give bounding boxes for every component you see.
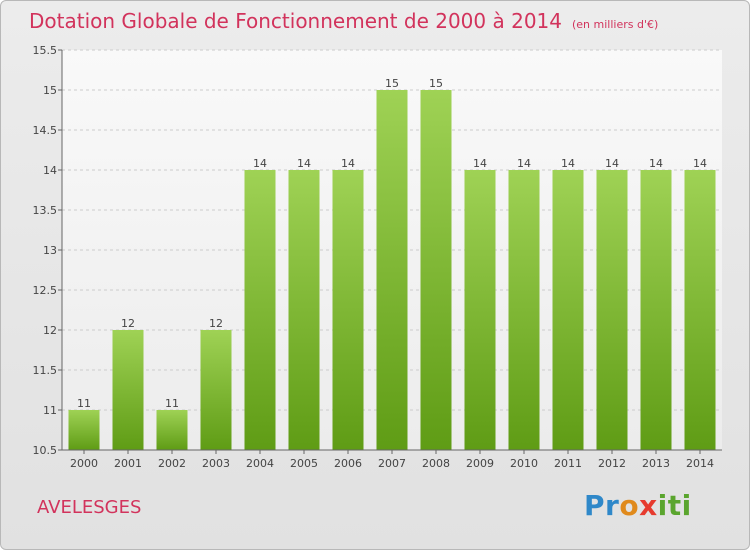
x-tick-label: 2014 <box>686 457 714 470</box>
value-label: 14 <box>517 157 531 170</box>
value-label: 11 <box>165 397 179 410</box>
chart-title: Dotation Globale de Fonctionnement de 20… <box>29 9 658 33</box>
x-tick-label: 2001 <box>114 457 142 470</box>
y-tick-label: 13.5 <box>33 204 58 217</box>
x-tick-label: 2011 <box>554 457 582 470</box>
x-tick-label: 2002 <box>158 457 186 470</box>
bar-2005 <box>288 170 320 450</box>
bar-2014 <box>684 170 716 450</box>
chart-subtitle: (en milliers d'€) <box>572 18 659 31</box>
y-tick-label: 12 <box>43 324 57 337</box>
chart-title-text: Dotation Globale de Fonctionnement de 20… <box>29 9 562 33</box>
bar-2013 <box>640 170 672 450</box>
y-tick-label: 14.5 <box>33 124 58 137</box>
bar-2009 <box>464 170 496 450</box>
x-tick-label: 2006 <box>334 457 362 470</box>
x-tick-label: 2009 <box>466 457 494 470</box>
bar-2011 <box>552 170 584 450</box>
x-tick-label: 2004 <box>246 457 274 470</box>
bar-2007 <box>376 90 408 450</box>
bar-2001 <box>112 330 144 450</box>
x-tick-label: 2010 <box>510 457 538 470</box>
value-label: 12 <box>209 317 223 330</box>
value-label: 14 <box>297 157 311 170</box>
x-tick-label: 2013 <box>642 457 670 470</box>
x-tick-label: 2007 <box>378 457 406 470</box>
x-tick-label: 2003 <box>202 457 230 470</box>
commune-name: AVELESGES <box>37 497 142 518</box>
bar-2008 <box>420 90 452 450</box>
y-tick-label: 13 <box>43 244 57 257</box>
bar-2006 <box>332 170 364 450</box>
y-tick-label: 11 <box>43 404 57 417</box>
y-tick-label: 15 <box>43 84 57 97</box>
axes: 10.5 11 11.5 12 12.5 13 13.5 14 14.5 15 15.5 2000 20… <box>33 44 722 470</box>
value-label: 14 <box>253 157 267 170</box>
value-label: 14 <box>605 157 619 170</box>
value-label: 14 <box>341 157 355 170</box>
x-tick-label: 2012 <box>598 457 626 470</box>
y-tick-label: 12.5 <box>33 284 58 297</box>
y-tick-label: 10.5 <box>33 444 58 457</box>
logo-letter: Pr <box>584 489 620 522</box>
y-tick-label: 11.5 <box>33 364 58 377</box>
value-label: 15 <box>429 77 443 90</box>
x-tick-label: 2008 <box>422 457 450 470</box>
bar-2000 <box>68 410 100 450</box>
x-tick-label: 2005 <box>290 457 318 470</box>
bar-2012 <box>596 170 628 450</box>
bar-2002 <box>156 410 188 450</box>
value-label: 14 <box>473 157 487 170</box>
value-label: 14 <box>561 157 575 170</box>
y-tick-label: 14 <box>43 164 57 177</box>
logo-letter: o <box>619 489 640 522</box>
value-label: 12 <box>121 317 135 330</box>
logo-letter: x <box>639 489 658 522</box>
logo-letter: iti <box>657 489 692 522</box>
bar-2003 <box>200 330 232 450</box>
bars: 11 12 11 12 14 14 14 15 15 14 14 14 14 14 14 <box>68 77 716 450</box>
value-label: 14 <box>649 157 663 170</box>
x-tick-label: 2000 <box>70 457 98 470</box>
y-tick-label: 15.5 <box>33 44 58 57</box>
value-label: 14 <box>693 157 707 170</box>
value-label: 15 <box>385 77 399 90</box>
bar-2004 <box>244 170 276 450</box>
bar-2010 <box>508 170 540 450</box>
value-label: 11 <box>77 397 91 410</box>
proxiti-logo[interactable]: Proxiti <box>584 489 692 522</box>
